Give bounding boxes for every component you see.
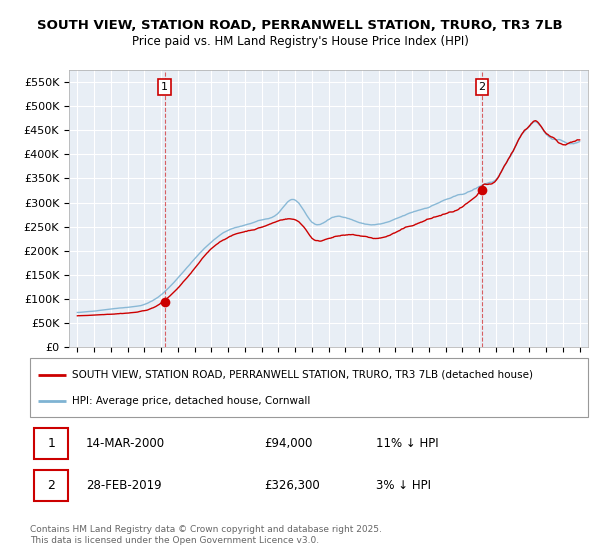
- Text: 28-FEB-2019: 28-FEB-2019: [86, 479, 161, 492]
- Text: 14-MAR-2000: 14-MAR-2000: [86, 437, 165, 450]
- Text: £94,000: £94,000: [265, 437, 313, 450]
- Text: £326,300: £326,300: [265, 479, 320, 492]
- Text: HPI: Average price, detached house, Cornwall: HPI: Average price, detached house, Corn…: [72, 396, 310, 406]
- Text: Price paid vs. HM Land Registry's House Price Index (HPI): Price paid vs. HM Land Registry's House …: [131, 35, 469, 49]
- Text: SOUTH VIEW, STATION ROAD, PERRANWELL STATION, TRURO, TR3 7LB (detached house): SOUTH VIEW, STATION ROAD, PERRANWELL STA…: [72, 370, 533, 380]
- Text: 3% ↓ HPI: 3% ↓ HPI: [376, 479, 431, 492]
- Text: 2: 2: [47, 479, 55, 492]
- Text: 1: 1: [161, 82, 168, 92]
- Text: 2: 2: [478, 82, 485, 92]
- FancyBboxPatch shape: [30, 358, 588, 417]
- Text: SOUTH VIEW, STATION ROAD, PERRANWELL STATION, TRURO, TR3 7LB: SOUTH VIEW, STATION ROAD, PERRANWELL STA…: [37, 18, 563, 32]
- Text: Contains HM Land Registry data © Crown copyright and database right 2025.
This d: Contains HM Land Registry data © Crown c…: [30, 525, 382, 545]
- Text: 11% ↓ HPI: 11% ↓ HPI: [376, 437, 439, 450]
- FancyBboxPatch shape: [34, 428, 68, 459]
- FancyBboxPatch shape: [34, 470, 68, 501]
- Text: 1: 1: [47, 437, 55, 450]
